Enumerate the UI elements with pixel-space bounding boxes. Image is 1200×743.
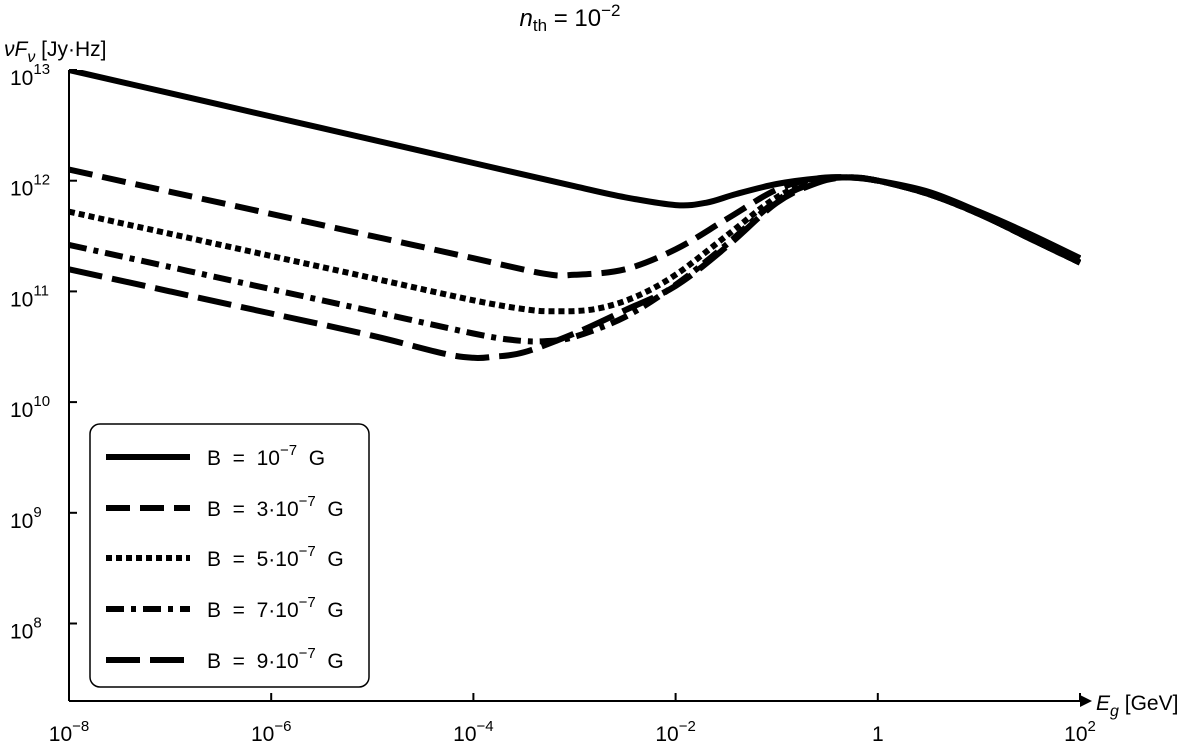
legend-label-main: B = 5·10 bbox=[207, 548, 299, 571]
y-axis-label: νFν [Jy·Hz] bbox=[4, 38, 107, 66]
y-tick-label: 1012 bbox=[10, 172, 50, 201]
x-tick-label: 10−8 bbox=[49, 718, 89, 743]
x-tick-label-base: 10 bbox=[1064, 723, 1087, 743]
y-tick-label-sup: 8 bbox=[33, 615, 41, 632]
y-tick-label: 109 bbox=[10, 504, 42, 533]
legend-label-unit: G bbox=[316, 498, 344, 521]
y-axis-label-sub: ν bbox=[27, 49, 35, 66]
chart-title-base: n bbox=[520, 5, 533, 32]
chart-title: nth = 10−2 bbox=[520, 1, 621, 35]
legend-label-main: B = 10 bbox=[207, 447, 280, 470]
data-curves bbox=[69, 70, 1081, 362]
legend-label-main: B = 3·10 bbox=[207, 498, 299, 521]
y-tick-label: 108 bbox=[10, 615, 42, 644]
legend-label-main: B = 7·10 bbox=[207, 599, 299, 622]
axis-ticks: 10−8 10−6 10−4 10−2 1 10210810910101011101210… bbox=[10, 61, 1096, 743]
legend-label-sup: −7 bbox=[299, 594, 316, 611]
y-tick-label-base: 10 bbox=[10, 67, 33, 90]
y-tick-label-base: 10 bbox=[10, 178, 33, 201]
x-tick-label-sup: −2 bbox=[679, 718, 696, 735]
x-tick-label-sup: −4 bbox=[477, 718, 494, 735]
x-tick-label-base: 1 bbox=[872, 723, 884, 743]
legend-label-sup: −7 bbox=[299, 493, 316, 510]
y-tick-label-sup: 13 bbox=[33, 61, 50, 78]
legend-box bbox=[89, 423, 370, 688]
y-tick-label: 1013 bbox=[10, 61, 50, 90]
x-tick-label-base: 10 bbox=[655, 723, 678, 743]
x-tick-label-sup: 2 bbox=[1088, 718, 1096, 735]
legend-label-5: B = 9·10−7 G bbox=[207, 645, 344, 673]
x-axis-label-base: E bbox=[1096, 692, 1111, 715]
x-tick-label: 1 bbox=[872, 723, 884, 743]
legend-label-1: B = 10−7 G bbox=[207, 442, 325, 470]
x-tick-label-base: 10 bbox=[49, 723, 72, 743]
y-axis-label-base: νF bbox=[4, 38, 29, 61]
legend-label-2: B = 3·10−7 G bbox=[207, 493, 344, 521]
y-tick-label: 1010 bbox=[10, 393, 50, 422]
x-tick-label-sup: −8 bbox=[72, 718, 89, 735]
x-axis-arrow bbox=[1080, 695, 1092, 707]
x-tick-label-base: 10 bbox=[251, 723, 274, 743]
legend-label-3: B = 5·10−7 G bbox=[207, 543, 344, 571]
y-tick-label: 1011 bbox=[10, 282, 49, 311]
legend-label-main: B = 9·10 bbox=[207, 650, 299, 673]
chart-title-eq: = 10 bbox=[547, 5, 601, 32]
legend-label-unit: G bbox=[316, 650, 344, 673]
y-axis-label-unit: [Jy·Hz] bbox=[35, 38, 106, 61]
y-tick-label-base: 10 bbox=[10, 510, 33, 533]
x-tick-label-sup: −6 bbox=[274, 718, 291, 735]
y-tick-label-sup: 10 bbox=[33, 393, 50, 410]
legend-label-sup: −7 bbox=[299, 645, 316, 662]
x-tick-label: 10−6 bbox=[251, 718, 291, 743]
legend-items: B = 10−7 GB = 3·10−7 GB = 5·10−7 GB = 7·… bbox=[106, 442, 344, 673]
legend: B = 10−7 GB = 3·10−7 GB = 5·10−7 GB = 7·… bbox=[89, 423, 370, 688]
x-tick-label: 10−4 bbox=[453, 718, 493, 743]
legend-label-sup: −7 bbox=[299, 543, 316, 560]
x-axis-label-sub: g bbox=[1110, 703, 1119, 720]
chart-title-sup: −2 bbox=[601, 1, 620, 20]
legend-label-unit: G bbox=[316, 548, 344, 571]
series-line-3 bbox=[69, 174, 1081, 315]
legend-label-unit: G bbox=[316, 599, 344, 622]
y-tick-label-base: 10 bbox=[10, 399, 33, 422]
y-tick-label-sup: 9 bbox=[33, 504, 41, 521]
x-axis-label: Eg [GeV] bbox=[1096, 692, 1178, 720]
x-axis-label-unit: [GeV] bbox=[1119, 692, 1179, 715]
y-tick-label-sup: 12 bbox=[33, 172, 50, 189]
x-tick-label: 10−2 bbox=[655, 718, 695, 743]
x-tick-label: 102 bbox=[1064, 718, 1096, 743]
y-tick-label-sup: 11 bbox=[33, 282, 49, 299]
y-tick-label-base: 10 bbox=[10, 288, 33, 311]
chart-title-sub: th bbox=[533, 16, 547, 35]
series-line-1 bbox=[69, 70, 1081, 261]
legend-label-unit: G bbox=[297, 447, 325, 470]
legend-label-sup: −7 bbox=[280, 442, 297, 459]
x-tick-label-base: 10 bbox=[453, 723, 476, 743]
legend-label-4: B = 7·10−7 G bbox=[207, 594, 344, 622]
series-line-4 bbox=[69, 174, 1081, 345]
y-tick-label-base: 10 bbox=[10, 621, 33, 644]
